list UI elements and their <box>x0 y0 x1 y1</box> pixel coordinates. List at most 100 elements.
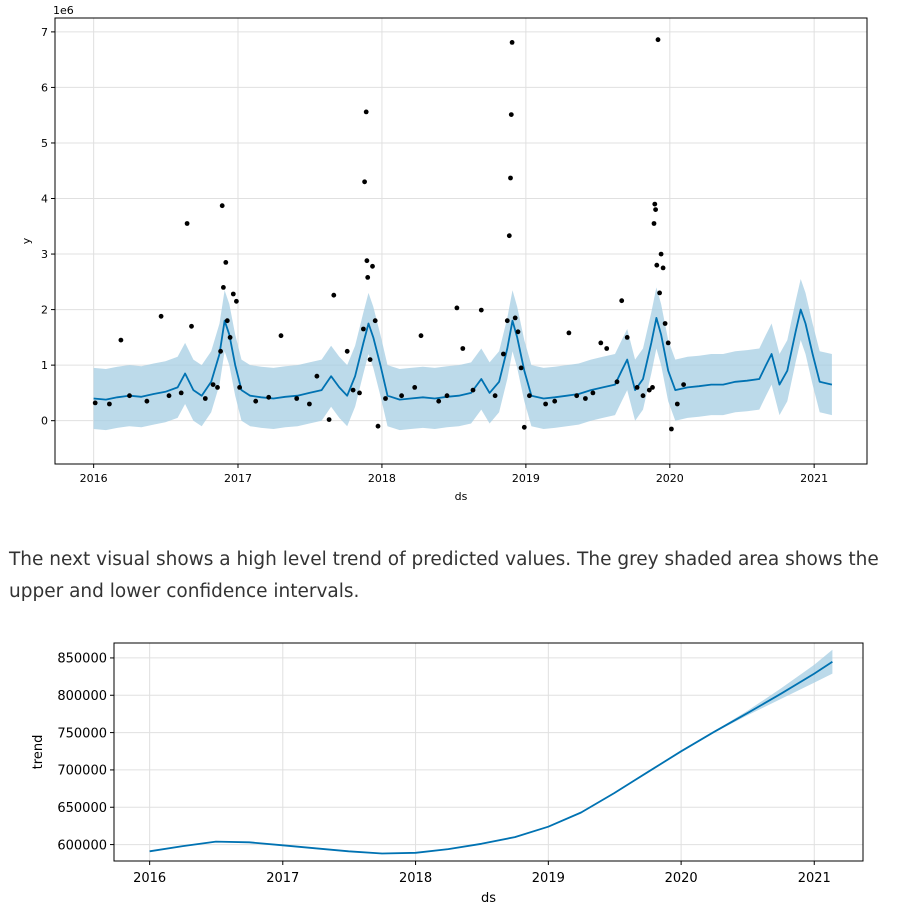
x-tick-label: 2018 <box>399 871 432 886</box>
forecast-line <box>93 308 833 401</box>
data-point <box>166 393 172 399</box>
data-point <box>253 398 259 404</box>
data-point <box>665 340 671 346</box>
data-point <box>598 340 604 346</box>
data-point <box>634 385 640 390</box>
data-point <box>655 37 661 43</box>
x-tick-label: 2017 <box>266 871 299 886</box>
data-point <box>370 263 375 269</box>
data-point <box>651 221 657 226</box>
data-point <box>512 315 518 321</box>
data-point <box>350 387 356 393</box>
x-tick-label: 2019 <box>512 472 540 485</box>
y-tick-label: 3 <box>41 248 48 261</box>
y-tick-label: 6 <box>41 81 48 94</box>
data-point <box>178 390 184 396</box>
data-point <box>518 365 524 371</box>
x-tick-label: 2017 <box>224 472 252 485</box>
data-point <box>127 393 132 399</box>
data-point <box>158 313 164 319</box>
data-point <box>658 251 664 257</box>
data-point <box>418 333 424 339</box>
forecast-chart: 2016 2017 2018 2019 2020 2021 0 1 2 3 4 5 6 7 ds y 1e6 <box>20 4 868 503</box>
data-point <box>224 318 230 324</box>
x-tick-label: 2020 <box>665 871 698 886</box>
y-axis-label: y <box>20 237 33 244</box>
data-point <box>383 396 388 401</box>
data-point <box>660 265 666 271</box>
data-point <box>184 221 190 226</box>
data-point <box>412 385 418 390</box>
data-point <box>640 393 646 399</box>
data-point <box>508 175 513 181</box>
chart1-plot: 2016 2017 2018 2019 2020 2021 0 1 2 3 4 5 6 7 ds y 1e6 <box>20 4 868 503</box>
data-point <box>118 337 124 343</box>
data-point <box>619 298 625 304</box>
data-point <box>604 346 610 351</box>
y-tick-label: 2 <box>41 304 48 317</box>
x-tick-label: 2019 <box>532 871 565 886</box>
data-point <box>509 40 515 45</box>
y-tick-label: 800000 <box>57 689 107 704</box>
data-point <box>92 400 98 406</box>
data-point <box>506 233 512 239</box>
data-point <box>375 423 381 429</box>
data-point <box>189 323 194 329</box>
y-axis-label: trend <box>31 735 46 770</box>
data-point <box>650 385 655 390</box>
data-point <box>331 292 337 298</box>
y-tick-label: 700000 <box>57 764 107 779</box>
data-point <box>210 382 216 387</box>
data-point <box>326 417 332 422</box>
confidence-band <box>93 279 832 431</box>
trend-chart: 2016 2017 2018 2019 2020 2021 600000 650000 7000… <box>31 642 864 906</box>
y-tick-label: 600000 <box>57 838 107 853</box>
y-tick-label: 650000 <box>57 801 107 816</box>
data-point <box>372 318 378 324</box>
plot-frame <box>54 17 868 465</box>
y-tick-label: 1 <box>41 359 48 372</box>
data-point <box>365 275 371 280</box>
data-point <box>444 393 450 399</box>
data-point <box>521 424 527 430</box>
data-point <box>294 396 300 401</box>
data-point <box>583 396 588 401</box>
y-tick-label: 4 <box>41 192 48 205</box>
data-point <box>364 258 370 264</box>
data-point <box>436 398 442 404</box>
data-point <box>362 179 367 185</box>
y-scale-label: 1e6 <box>53 4 74 17</box>
data-point <box>227 335 233 340</box>
data-point <box>574 393 580 399</box>
data-point <box>669 426 674 432</box>
data-point <box>590 390 596 396</box>
plot-frame <box>113 642 864 862</box>
data-point <box>662 321 668 326</box>
x-tick-label: 2021 <box>798 871 831 886</box>
data-point <box>223 260 229 265</box>
data-point <box>508 112 514 117</box>
data-point <box>357 390 362 396</box>
x-tick-label: 2020 <box>656 472 684 485</box>
x-tick-label: 2016 <box>80 472 108 485</box>
data-point <box>478 307 484 313</box>
data-point <box>361 326 366 332</box>
data-point <box>504 318 510 324</box>
y-tick-label: 5 <box>41 137 48 150</box>
data-point <box>399 393 404 399</box>
data-point <box>215 385 220 390</box>
trend-line <box>149 660 833 855</box>
data-point <box>202 396 208 401</box>
data-point <box>363 109 369 115</box>
data-point <box>543 401 548 407</box>
data-point <box>657 290 662 296</box>
data-point <box>144 398 150 404</box>
data-point <box>107 401 112 407</box>
data-point <box>674 401 680 407</box>
chart2-plot: 2016 2017 2018 2019 2020 2021 600000 650000 7000… <box>31 642 864 906</box>
x-tick-label: 2016 <box>133 871 166 886</box>
x-tick-label: 2018 <box>368 472 396 485</box>
x-tick-label: 2021 <box>800 472 828 485</box>
data-point <box>501 351 506 357</box>
data-point <box>652 201 658 207</box>
